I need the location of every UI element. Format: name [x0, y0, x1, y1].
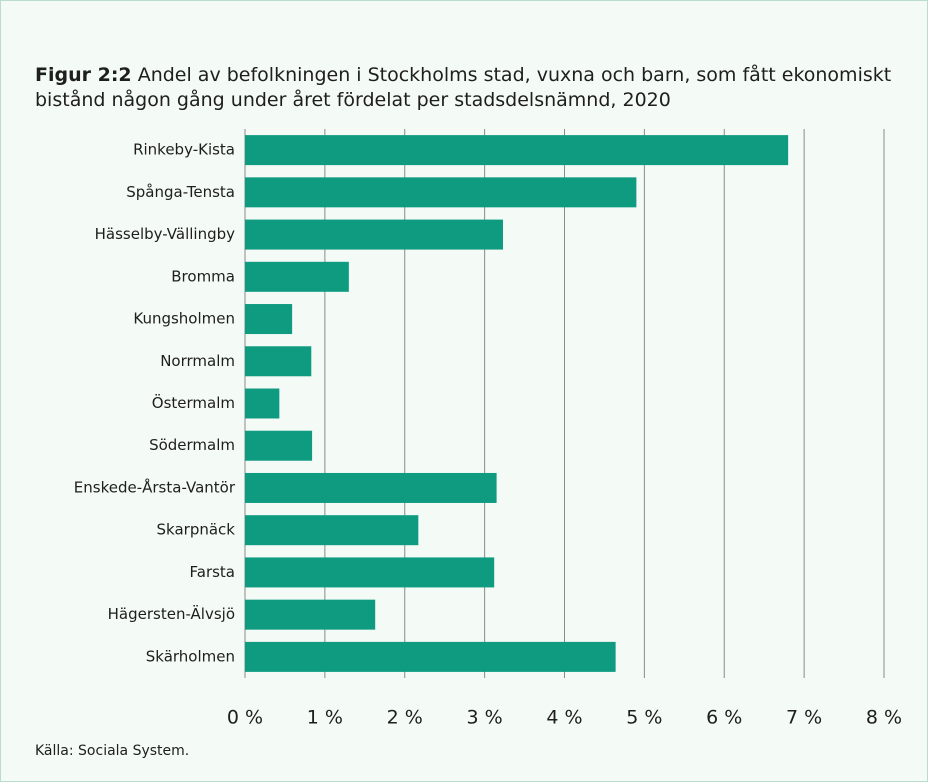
- x-tick-label: 6 %: [706, 707, 742, 729]
- x-tick-label: 2 %: [387, 707, 423, 729]
- y-tick-label: Kungsholmen: [133, 310, 235, 328]
- y-tick-label: Skarpnäck: [157, 521, 236, 539]
- y-tick-label: Norrmalm: [160, 352, 235, 370]
- y-tick-label: Hässelby-Vällingby: [95, 225, 236, 243]
- bar: [245, 599, 376, 630]
- bar: [245, 388, 280, 419]
- y-tick-label: Skärholmen: [146, 647, 235, 665]
- y-tick-label: Östermalm: [152, 393, 235, 412]
- bar: [245, 261, 349, 292]
- x-tick-label: 7 %: [786, 707, 822, 729]
- x-tick-label: 1 %: [307, 707, 343, 729]
- bar: [245, 515, 419, 546]
- x-tick-label: 4 %: [546, 707, 582, 729]
- y-tick-label: Spånga-Tensta: [126, 183, 235, 201]
- bar: [245, 557, 495, 588]
- y-tick-label: Hägersten-Älvsjö: [108, 604, 235, 623]
- x-tick-label: 0 %: [227, 707, 263, 729]
- bar: [245, 177, 637, 208]
- bar: [245, 472, 497, 503]
- source: Källa: Sociala System.: [35, 743, 190, 759]
- figure-label: Figur 2:2: [35, 64, 132, 86]
- bar: [245, 135, 789, 166]
- y-tick-label: Bromma: [171, 267, 235, 285]
- x-tick-label: 8 %: [866, 707, 902, 729]
- bar: [245, 430, 313, 461]
- y-tick-label: Rinkeby-Kista: [133, 141, 235, 159]
- bar: [245, 304, 293, 335]
- title-text: Andel av befolkningen i Stockholms stad,…: [35, 64, 892, 111]
- y-tick-label: Södermalm: [149, 436, 235, 454]
- chart-title: Figur 2:2 Andel av befolkningen i Stockh…: [35, 63, 915, 113]
- x-tick-label: 5 %: [626, 707, 662, 729]
- bar: [245, 346, 312, 377]
- y-tick-label: Farsta: [190, 563, 236, 581]
- x-tick-label: 3 %: [467, 707, 503, 729]
- bar: [245, 641, 616, 672]
- y-tick-label: Enskede-Årsta-Vantör: [74, 477, 236, 496]
- bar: [245, 219, 503, 250]
